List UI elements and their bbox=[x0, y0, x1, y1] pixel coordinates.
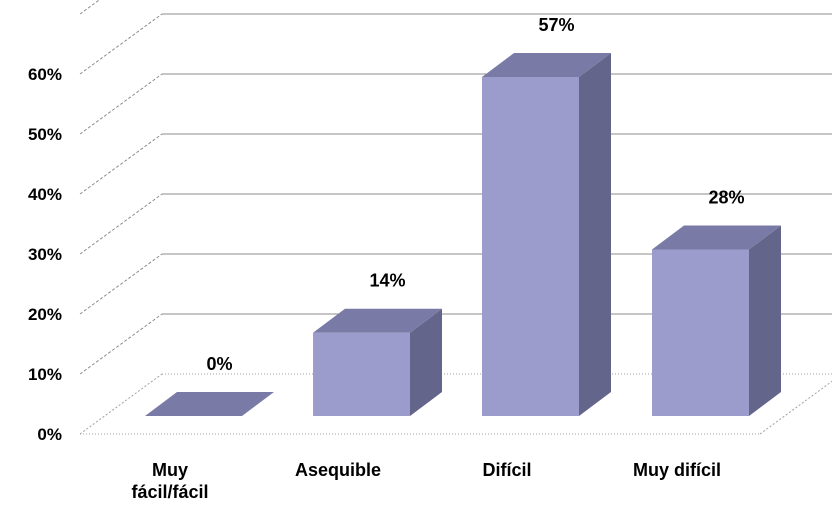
y-tick-label: 50% bbox=[28, 125, 62, 144]
bar-1 bbox=[313, 308, 442, 416]
bar-3 bbox=[652, 225, 781, 416]
gridline-40 bbox=[79, 133, 832, 195]
gridline-diagonal bbox=[79, 13, 163, 75]
data-label: 28% bbox=[708, 187, 744, 207]
y-tick-label: 40% bbox=[28, 185, 62, 204]
data-label: 14% bbox=[369, 271, 405, 291]
category-label: Muy difícil bbox=[633, 460, 721, 480]
data-label: 0% bbox=[206, 354, 232, 374]
bar-top-face bbox=[652, 225, 781, 250]
bar-front-face bbox=[482, 77, 579, 416]
y-tick-label: 30% bbox=[28, 245, 62, 264]
gridline-60 bbox=[79, 13, 832, 75]
bar-top-face bbox=[482, 53, 611, 77]
y-tick-label: 20% bbox=[28, 305, 62, 324]
labels: 0% 10% 20% 30% 40% 50% 60% 0% 14% 57% 28% Muy fácil/… bbox=[28, 15, 745, 502]
bar-side-face bbox=[749, 225, 781, 416]
y-tick-label: 60% bbox=[28, 65, 62, 84]
bar-top-face bbox=[313, 308, 442, 333]
gridline-top-diagonal bbox=[79, 0, 100, 15]
category-label: Asequible bbox=[295, 460, 381, 480]
bar-front-face bbox=[313, 332, 410, 416]
gridline-diagonal bbox=[79, 253, 163, 315]
bar-side-face bbox=[410, 308, 442, 416]
y-tick-label: 0% bbox=[37, 425, 62, 444]
bar-top-face bbox=[145, 392, 274, 416]
floor-right-edge bbox=[759, 380, 832, 435]
data-label: 57% bbox=[538, 15, 574, 35]
bar-2 bbox=[482, 53, 611, 416]
gridline-diagonal bbox=[79, 133, 163, 195]
category-label: Difícil bbox=[482, 460, 531, 480]
gridline-diagonal bbox=[79, 193, 163, 255]
y-tick-label: 10% bbox=[28, 365, 62, 384]
bars bbox=[145, 53, 781, 416]
floor-left-edge bbox=[79, 373, 163, 435]
gridline-50 bbox=[79, 73, 832, 135]
bar-side-face bbox=[579, 53, 611, 416]
bar-0 bbox=[145, 392, 274, 416]
category-label: Muy fácil/fácil bbox=[131, 460, 208, 502]
bar-front-face bbox=[652, 249, 749, 416]
gridline-diagonal bbox=[79, 73, 163, 135]
gridline-diagonal bbox=[79, 313, 163, 375]
